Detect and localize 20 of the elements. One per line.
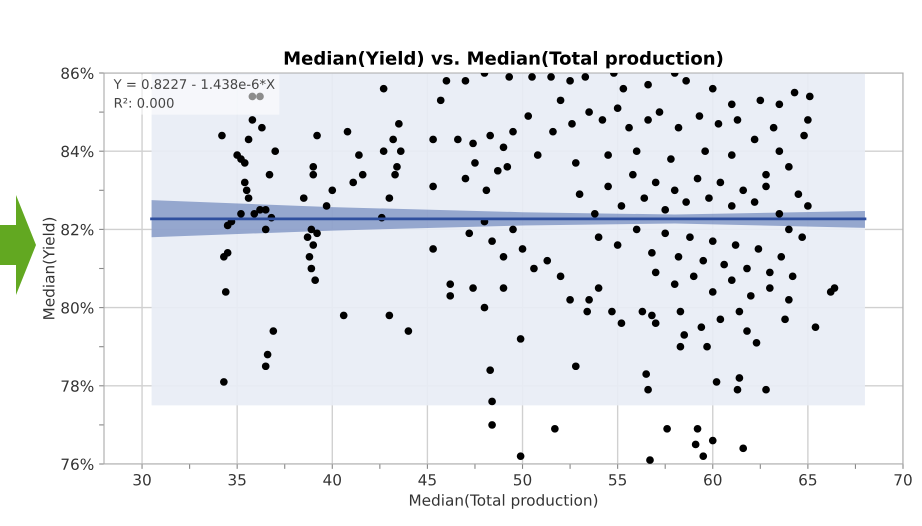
x-tick-label: 30	[133, 474, 151, 486]
x-tick-label: 55	[609, 474, 626, 486]
y-tick-label: 82%	[61, 224, 94, 236]
y-axis-title: Median(Yield)	[42, 218, 56, 319]
chart-title: Median(Yield) vs. Median(Total production)	[284, 50, 722, 68]
x-tick-label: 65	[799, 474, 816, 486]
y-tick-label: 80%	[61, 302, 94, 314]
y-tick-label: 78%	[62, 380, 94, 392]
x-tick-label: 60	[704, 474, 722, 486]
annotation: Y = 0.8227 - 1.438e-6*X	[114, 79, 275, 90]
y-tick-label: 84%	[61, 146, 94, 158]
x-tick-label: 35	[228, 474, 246, 486]
x-axis-title: Median(Total production)	[410, 494, 598, 509]
y-tick-label: 86%	[61, 67, 94, 80]
x-tick-label: 50	[514, 474, 532, 486]
x-tick-label: 40	[323, 474, 341, 486]
x-tick-label: 70	[894, 474, 912, 486]
y-tick-label: 76%	[62, 458, 94, 470]
x-tick-label: 45	[418, 474, 436, 486]
annotation: R²: 0.000	[114, 98, 174, 108]
